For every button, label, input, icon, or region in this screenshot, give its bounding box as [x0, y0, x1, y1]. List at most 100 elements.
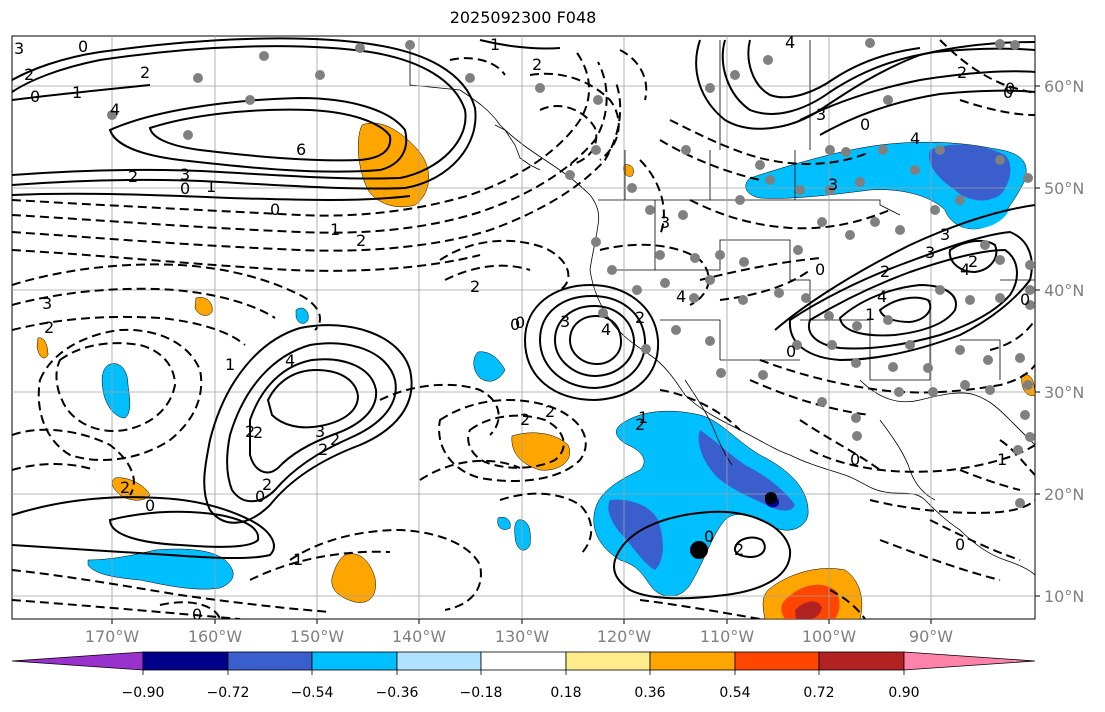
- contour-label: 0: [786, 342, 796, 361]
- contour-label: 4: [960, 260, 970, 279]
- contour-label: 3: [180, 165, 190, 184]
- colorbar-segment: [142, 651, 229, 671]
- contour-label: 0: [1003, 83, 1013, 102]
- colorbar-tick-label: 0.90: [888, 685, 920, 701]
- contour-label: 0: [30, 87, 40, 106]
- lon-label: 170°W: [84, 627, 140, 646]
- contour-label: 2: [318, 440, 328, 459]
- contour-label: 2: [253, 423, 263, 442]
- contour-label: 3: [14, 39, 24, 58]
- contour-label: 0: [955, 535, 965, 554]
- lat-label: 60°N: [1044, 77, 1085, 96]
- contour-label: 2: [44, 318, 54, 337]
- lon-label: 140°W: [391, 627, 447, 646]
- colorbar-segment: [649, 651, 736, 671]
- contour-label: 4: [910, 129, 920, 148]
- contour-label: 0: [515, 313, 525, 332]
- contour-label: 2: [532, 55, 542, 74]
- colorbar-segment: [11, 651, 144, 671]
- contour-labels: 3 2 0 1 2 6 3 2 0 1 0 1 2 4 3 2 1 3 4 2 …: [14, 33, 1030, 624]
- contour-label: 2: [635, 415, 645, 434]
- contour-label: 3: [660, 213, 670, 232]
- contour-label: 2: [140, 63, 150, 82]
- lat-label: 40°N: [1044, 281, 1085, 300]
- colorbar-segment: [396, 651, 482, 671]
- contour-label: 0: [78, 37, 88, 56]
- contour-label: 0: [704, 527, 714, 546]
- contour-label: 2: [330, 430, 340, 449]
- contour-label: 0: [180, 179, 190, 198]
- contour-label: 2: [520, 410, 530, 429]
- contour-label: 2: [957, 63, 967, 82]
- lon-label: 160°W: [187, 627, 243, 646]
- colorbar-segment: [903, 651, 1036, 671]
- contour-label: 6: [296, 140, 306, 159]
- contour-label: 1: [330, 220, 340, 239]
- contour-label: 2: [245, 422, 255, 441]
- colorbar-segment: [311, 651, 398, 671]
- contour-label: 0: [1005, 79, 1015, 98]
- colorbar-tick-label: −0.72: [206, 685, 250, 701]
- contour-label: 1: [638, 408, 648, 427]
- colorbar-tick-label: 0.54: [719, 685, 751, 701]
- contour-label: 0: [860, 115, 870, 134]
- contour-label: 0: [1020, 290, 1030, 309]
- lon-label: 90°W: [908, 627, 954, 646]
- contour-label: 4: [877, 287, 887, 306]
- contour-label: 3: [940, 225, 950, 244]
- contour-label: 3: [315, 422, 325, 441]
- station-dots: [107, 38, 1035, 508]
- contour-label: 2: [356, 231, 366, 250]
- lat-label: 20°N: [1044, 485, 1085, 504]
- contour-label: 1: [293, 550, 303, 569]
- map-title: 2025092300 F048: [449, 8, 597, 27]
- contour-label: 4: [785, 33, 795, 52]
- colorbar-tick-label: 0.36: [634, 685, 666, 701]
- colorbar-tick-label: 0.72: [803, 685, 835, 701]
- contour-label: 2: [968, 252, 978, 271]
- contour-label: 3: [560, 312, 570, 331]
- lon-label: 120°W: [596, 627, 652, 646]
- contour-label: 1: [490, 35, 500, 54]
- colorbar-segment: [480, 651, 567, 671]
- dashed-contours: [12, 39, 1035, 619]
- contour-label: 4: [601, 320, 611, 339]
- contour-label: 2: [545, 402, 555, 421]
- contour-label: 3: [816, 105, 826, 124]
- contour-label: 2: [24, 65, 34, 84]
- lat-label: 50°N: [1044, 179, 1085, 198]
- contour-label: 2: [262, 475, 272, 494]
- storm-center-marker-small: [765, 492, 777, 504]
- contour-label: 2: [635, 308, 645, 327]
- contour-label: 2: [470, 277, 480, 296]
- contour-label: 0: [850, 450, 860, 469]
- contour-label: 0: [192, 605, 202, 624]
- contour-label: 2: [120, 478, 130, 497]
- contour-label: 4: [285, 351, 295, 370]
- contour-label: 1: [997, 450, 1007, 469]
- colorbar-segment: [818, 651, 905, 671]
- colorbar-tick-label: −0.90: [121, 685, 165, 701]
- contour-label: 1: [225, 355, 235, 374]
- contour-label: 0: [510, 315, 520, 334]
- contour-label: 4: [110, 100, 120, 119]
- storm-center-marker: [690, 541, 708, 559]
- contour-label: 2: [734, 540, 744, 559]
- lat-label: 10°N: [1044, 587, 1085, 606]
- solid-contours: [12, 37, 1035, 600]
- contour-label: 4: [676, 287, 686, 306]
- contour-label: 0: [145, 496, 155, 515]
- contour-label: 0: [255, 487, 265, 506]
- contour-label: 0: [270, 200, 280, 219]
- lon-label: 150°W: [289, 627, 345, 646]
- contour-label: 2: [128, 167, 138, 186]
- colorbar-tick-label: −0.54: [290, 685, 334, 701]
- lat-label: 30°N: [1044, 383, 1085, 402]
- lon-label: 110°W: [699, 627, 755, 646]
- contour-label: 3: [42, 294, 52, 313]
- axis-ticks: [111, 85, 1040, 624]
- lon-label: 100°W: [801, 627, 857, 646]
- colorbar-tick-label: −0.36: [375, 685, 419, 701]
- contour-label: 1: [865, 305, 875, 324]
